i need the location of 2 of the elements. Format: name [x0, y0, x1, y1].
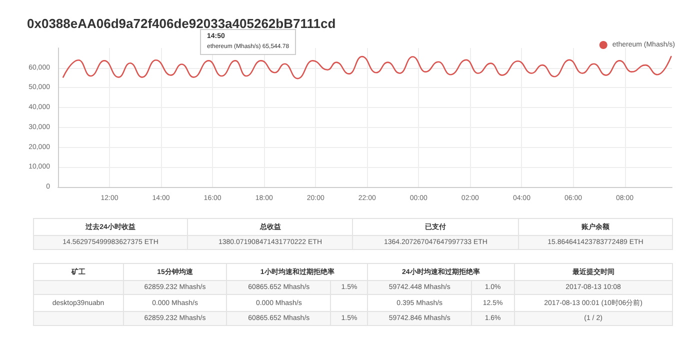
chart-title: 0x0388eAA06d9a72f406de92033a405262bB7111cd [27, 16, 336, 31]
line-series [62, 56, 672, 80]
